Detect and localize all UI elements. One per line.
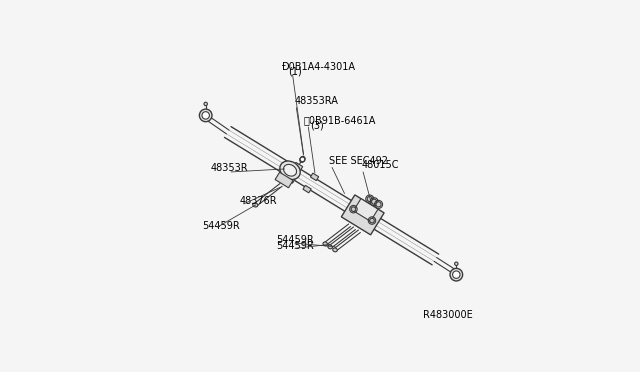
Circle shape bbox=[367, 196, 372, 202]
Text: 48015C: 48015C bbox=[362, 160, 399, 170]
Ellipse shape bbox=[253, 203, 258, 207]
Text: 54459R: 54459R bbox=[276, 235, 314, 245]
Bar bbox=[341, 195, 384, 235]
Circle shape bbox=[200, 109, 212, 122]
Text: 54459R: 54459R bbox=[276, 241, 314, 251]
Ellipse shape bbox=[323, 242, 328, 246]
Text: Ⓝ0B91B-6461A: Ⓝ0B91B-6461A bbox=[303, 115, 376, 125]
Ellipse shape bbox=[300, 156, 305, 162]
Circle shape bbox=[372, 199, 377, 204]
Text: (3): (3) bbox=[310, 120, 323, 130]
Text: 54459R: 54459R bbox=[202, 221, 240, 231]
Bar bbox=[353, 199, 378, 221]
Text: 48376R: 48376R bbox=[240, 196, 277, 206]
Text: Ð0B1A4-4301A: Ð0B1A4-4301A bbox=[282, 61, 356, 71]
Ellipse shape bbox=[284, 164, 296, 176]
Circle shape bbox=[370, 218, 374, 223]
Circle shape bbox=[204, 102, 207, 106]
Circle shape bbox=[452, 271, 460, 278]
Bar bbox=[285, 174, 295, 183]
Ellipse shape bbox=[328, 245, 332, 249]
Bar bbox=[275, 172, 293, 188]
Circle shape bbox=[351, 207, 356, 211]
Bar bbox=[310, 173, 319, 181]
Ellipse shape bbox=[280, 161, 300, 179]
Ellipse shape bbox=[333, 248, 337, 252]
Text: 48353RA: 48353RA bbox=[295, 96, 339, 106]
Text: SEE SEC492: SEE SEC492 bbox=[330, 156, 388, 166]
Circle shape bbox=[454, 262, 458, 266]
Text: (1): (1) bbox=[288, 67, 301, 77]
Circle shape bbox=[376, 202, 381, 207]
Text: R483000E: R483000E bbox=[422, 310, 472, 320]
Bar bbox=[293, 163, 303, 171]
Circle shape bbox=[300, 157, 305, 162]
Circle shape bbox=[450, 268, 463, 281]
Text: 48353R: 48353R bbox=[211, 163, 248, 173]
Circle shape bbox=[202, 112, 209, 119]
Bar bbox=[303, 185, 311, 193]
